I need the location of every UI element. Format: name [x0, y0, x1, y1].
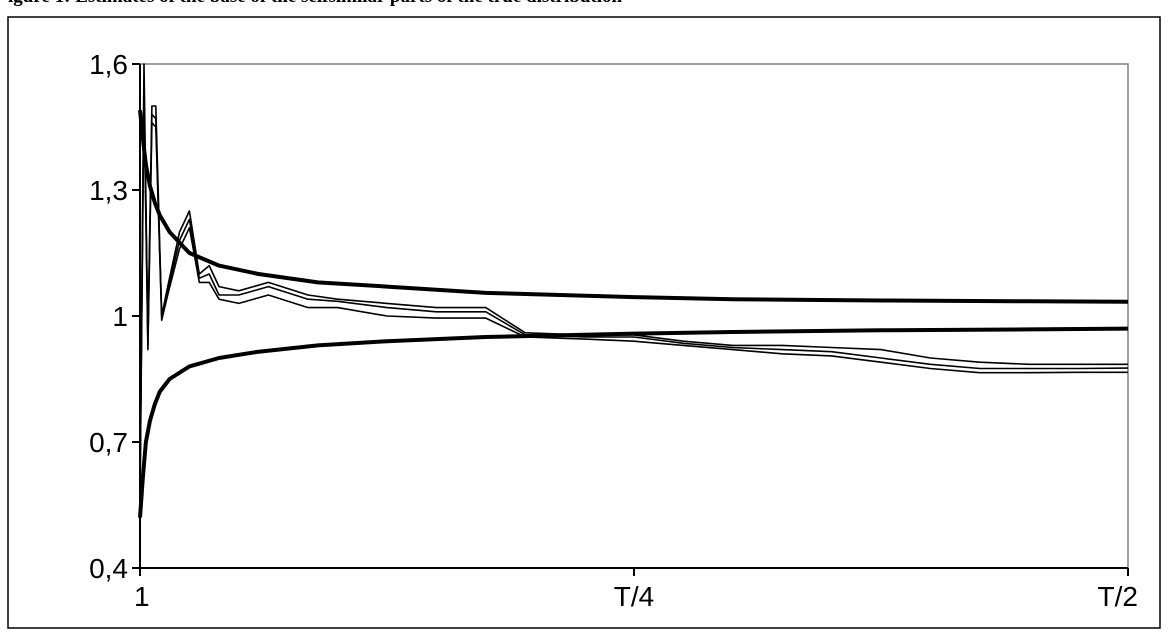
y-tick-label: 0,4 — [89, 553, 128, 584]
x-tick-label: T/2 — [1098, 581, 1138, 612]
x-tick-label: 1 — [134, 581, 150, 612]
y-tick-label: 1 — [112, 301, 128, 332]
series-line-4 — [139, 84, 1129, 493]
series-line-1 — [138, 109, 1129, 304]
y-axis-ticks: 0,4 0,7 1 1,3 1,6 — [89, 49, 140, 584]
series-line-2 — [138, 326, 1129, 518]
y-tick-label: 1,3 — [89, 175, 128, 206]
x-axis-ticks: 1 T/4 T/2 — [134, 568, 1138, 612]
series-layer — [138, 63, 1129, 518]
chart-title-fragment: igure 1: Estimates of the base of the se… — [0, 0, 1169, 8]
y-tick-label: 0,7 — [89, 427, 128, 458]
plot-area — [139, 63, 1129, 569]
y-tick-label: 1,6 — [89, 49, 128, 80]
x-tick-label: T/4 — [614, 581, 654, 612]
series-line-5 — [139, 96, 1128, 501]
